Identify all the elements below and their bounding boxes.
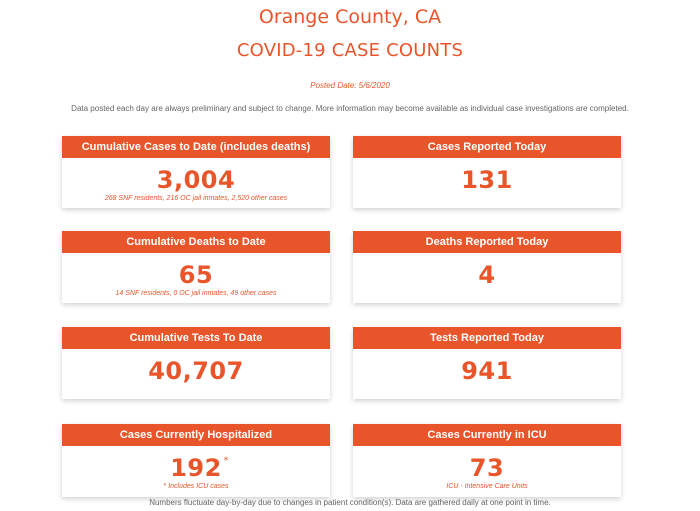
cases-today-value: 131 (461, 166, 513, 194)
deaths-today-value: 4 (478, 261, 496, 289)
card-body: 40,707 (62, 349, 330, 385)
card-header: Cases Currently Hospitalized (62, 424, 330, 446)
icu-value: 73 (469, 454, 505, 482)
card-body: 65 14 SNF residents, 0 OC jail inmates, … (62, 253, 330, 297)
card-body: 131 (353, 158, 621, 194)
card-header: Tests Reported Today (353, 327, 621, 349)
card-body: 941 (353, 349, 621, 385)
card-header: Cumulative Cases to Date (includes death… (62, 136, 330, 158)
hospitalized-value: 192 * (170, 454, 228, 482)
cumulative-cases-value: 3,004 (156, 166, 236, 194)
card-body: 4 (353, 253, 621, 289)
card-header: Cases Reported Today (353, 136, 621, 158)
card-body: 73 ICU - Intensive Care Units (353, 446, 621, 490)
card-cumulative-deaths: Cumulative Deaths to Date 65 14 SNF resi… (62, 231, 330, 303)
card-body: 3,004 268 SNF residents, 216 OC jail inm… (62, 158, 330, 202)
footer-note: Numbers fluctuate day-by-day due to chan… (149, 498, 551, 507)
cumulative-tests-value: 40,707 (148, 357, 244, 385)
card-cumulative-tests: Cumulative Tests To Date 40,707 (62, 327, 330, 399)
footnote-marker-note: * (163, 483, 167, 490)
cumulative-cases-note: 268 SNF residents, 216 OC jail inmates, … (104, 195, 288, 202)
card-icu: Cases Currently in ICU 73 ICU - Intensiv… (353, 424, 621, 497)
card-body: 192 * * Includes ICU cases (62, 446, 330, 490)
page-title: COVID-19 CASE COUNTS (236, 40, 464, 61)
card-hospitalized: Cases Currently Hospitalized 192 * * Incl… (62, 424, 330, 497)
location-title: Orange County, CA (258, 6, 442, 28)
icu-note: ICU - Intensive Care Units (446, 483, 528, 490)
hospitalized-note-text: Includes ICU cases (168, 483, 229, 490)
card-header: Cases Currently in ICU (353, 424, 621, 446)
card-cumulative-cases: Cumulative Cases to Date (includes death… (62, 136, 330, 208)
card-cases-today: Cases Reported Today 131 (353, 136, 621, 208)
disclaimer-text: Data posted each day are always prelimin… (71, 104, 629, 113)
hospitalized-note: * Includes ICU cases (62, 483, 330, 490)
card-tests-today: Tests Reported Today 941 (353, 327, 621, 399)
cumulative-deaths-value: 65 (178, 261, 214, 289)
footnote-marker: * (223, 456, 229, 466)
card-header: Cumulative Tests To Date (62, 327, 330, 349)
card-header: Deaths Reported Today (353, 231, 621, 253)
cumulative-deaths-note: 14 SNF residents, 0 OC jail inmates, 49 … (115, 290, 277, 297)
card-header: Cumulative Deaths to Date (62, 231, 330, 253)
card-deaths-today: Deaths Reported Today 4 (353, 231, 621, 303)
hospitalized-number: 192 (170, 454, 222, 482)
tests-today-value: 941 (461, 357, 513, 385)
posted-date: Posted Date: 5/6/2020 (310, 81, 390, 90)
